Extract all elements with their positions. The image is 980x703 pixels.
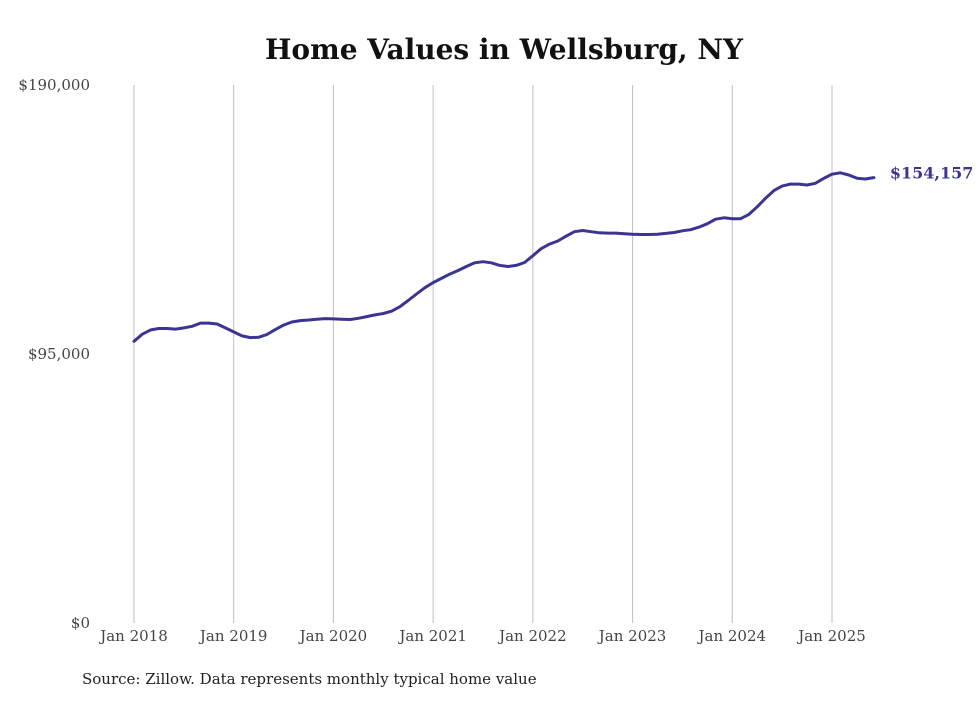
end-value-label: $154,157 — [890, 164, 974, 183]
source-note: Source: Zillow. Data represents monthly … — [82, 670, 537, 688]
x-tick-label: Jan 2023 — [597, 627, 667, 645]
x-tick-label: Jan 2020 — [298, 627, 368, 645]
grid-lines — [133, 85, 833, 623]
x-tick-label: Jan 2022 — [497, 627, 567, 645]
y-tick-label: $95,000 — [28, 345, 90, 363]
x-tick-label: Jan 2025 — [796, 627, 866, 645]
chart-title: Home Values in Wellsburg, NY — [265, 33, 744, 66]
x-tick-label: Jan 2024 — [697, 627, 767, 645]
series-layer: $154,157 — [132, 164, 974, 343]
y-tick-label: $190,000 — [18, 76, 90, 94]
x-tick-label: Jan 2021 — [397, 627, 467, 645]
x-axis-ticks: Jan 2018 Jan 2019 Jan 2020 Jan 2021 Jan 2022… — [98, 627, 866, 645]
series-line — [132, 171, 876, 343]
y-axis-ticks: $0 $95,000 $190,000 — [18, 76, 90, 632]
x-tick-label: Jan 2019 — [198, 627, 268, 645]
x-tick-label: Jan 2018 — [98, 627, 168, 645]
y-tick-label: $0 — [71, 614, 90, 632]
